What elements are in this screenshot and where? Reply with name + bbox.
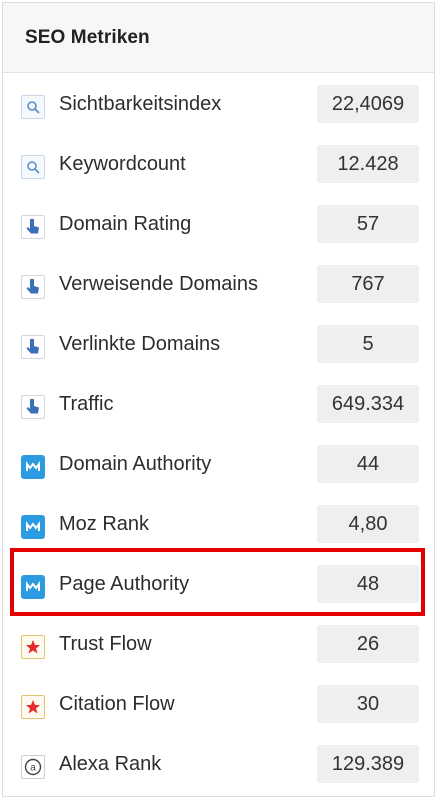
metric-label: Traffic xyxy=(59,393,114,415)
metric-row-keywordcount: Keywordcount 12.428 xyxy=(3,135,434,195)
metric-value: 48 xyxy=(317,565,419,603)
metric-value: 26 xyxy=(317,625,419,663)
metric-label: Page Authority xyxy=(59,573,190,595)
metric-row-trust-flow: Trust Flow 26 xyxy=(3,615,434,675)
moz-icon xyxy=(21,455,45,479)
hand-pointer-icon xyxy=(21,395,45,419)
metric-label: Domain Rating xyxy=(59,213,192,235)
metric-value: 57 xyxy=(317,205,419,243)
hand-pointer-icon xyxy=(21,275,45,299)
hand-pointer-icon xyxy=(21,335,45,359)
metric-value: 4,80 xyxy=(317,505,419,543)
search-icon xyxy=(21,155,45,179)
metric-label: Verweisende Domains xyxy=(59,273,258,295)
metric-row-page-authority: Page Authority 48 xyxy=(3,555,434,615)
metric-row-alexa-rank: a Alexa Rank 129.389 xyxy=(3,735,434,795)
hand-pointer-icon xyxy=(21,215,45,239)
metric-label: Citation Flow xyxy=(59,693,175,715)
metric-value: 649.334 xyxy=(317,385,419,423)
metric-label: Alexa Rank xyxy=(59,753,162,775)
metric-row-domain-rating: Domain Rating 57 xyxy=(3,195,434,255)
metric-value: 30 xyxy=(317,685,419,723)
metric-label: Domain Authority xyxy=(59,453,212,475)
svg-text:a: a xyxy=(30,763,36,774)
metric-value: 22,4069 xyxy=(317,85,419,123)
metric-value: 12.428 xyxy=(317,145,419,183)
metric-row-domain-authority: Domain Authority 44 xyxy=(3,435,434,495)
metric-row-traffic: Traffic 649.334 xyxy=(3,375,434,435)
metric-row-citation-flow: Citation Flow 30 xyxy=(3,675,434,735)
star-icon xyxy=(21,695,45,719)
metric-row-moz-rank: Moz Rank 4,80 xyxy=(3,495,434,555)
metric-value: 767 xyxy=(317,265,419,303)
metric-value: 44 xyxy=(317,445,419,483)
highlight-box xyxy=(10,548,425,616)
metric-label: Moz Rank xyxy=(59,513,150,535)
alexa-icon: a xyxy=(21,755,45,779)
star-icon xyxy=(21,635,45,659)
metric-label: Verlinkte Domains xyxy=(59,333,221,355)
metric-label: Trust Flow xyxy=(59,633,152,655)
metric-label: Sichtbarkeitsindex xyxy=(59,93,222,115)
metric-row-verweisende-domains: Verweisende Domains 767 xyxy=(3,255,434,315)
moz-icon xyxy=(21,515,45,539)
panel-header: SEO Metriken xyxy=(3,3,434,73)
metric-label: Keywordcount xyxy=(59,153,186,175)
panel-title: SEO Metriken xyxy=(25,27,150,48)
moz-icon xyxy=(21,575,45,599)
metric-row-verlinkte-domains: Verlinkte Domains 5 xyxy=(3,315,434,375)
search-icon xyxy=(21,95,45,119)
metric-value: 129.389 xyxy=(317,745,419,783)
metric-value: 5 xyxy=(317,325,419,363)
metric-row-sichtbarkeitsindex: Sichtbarkeitsindex 22,4069 xyxy=(3,75,434,135)
